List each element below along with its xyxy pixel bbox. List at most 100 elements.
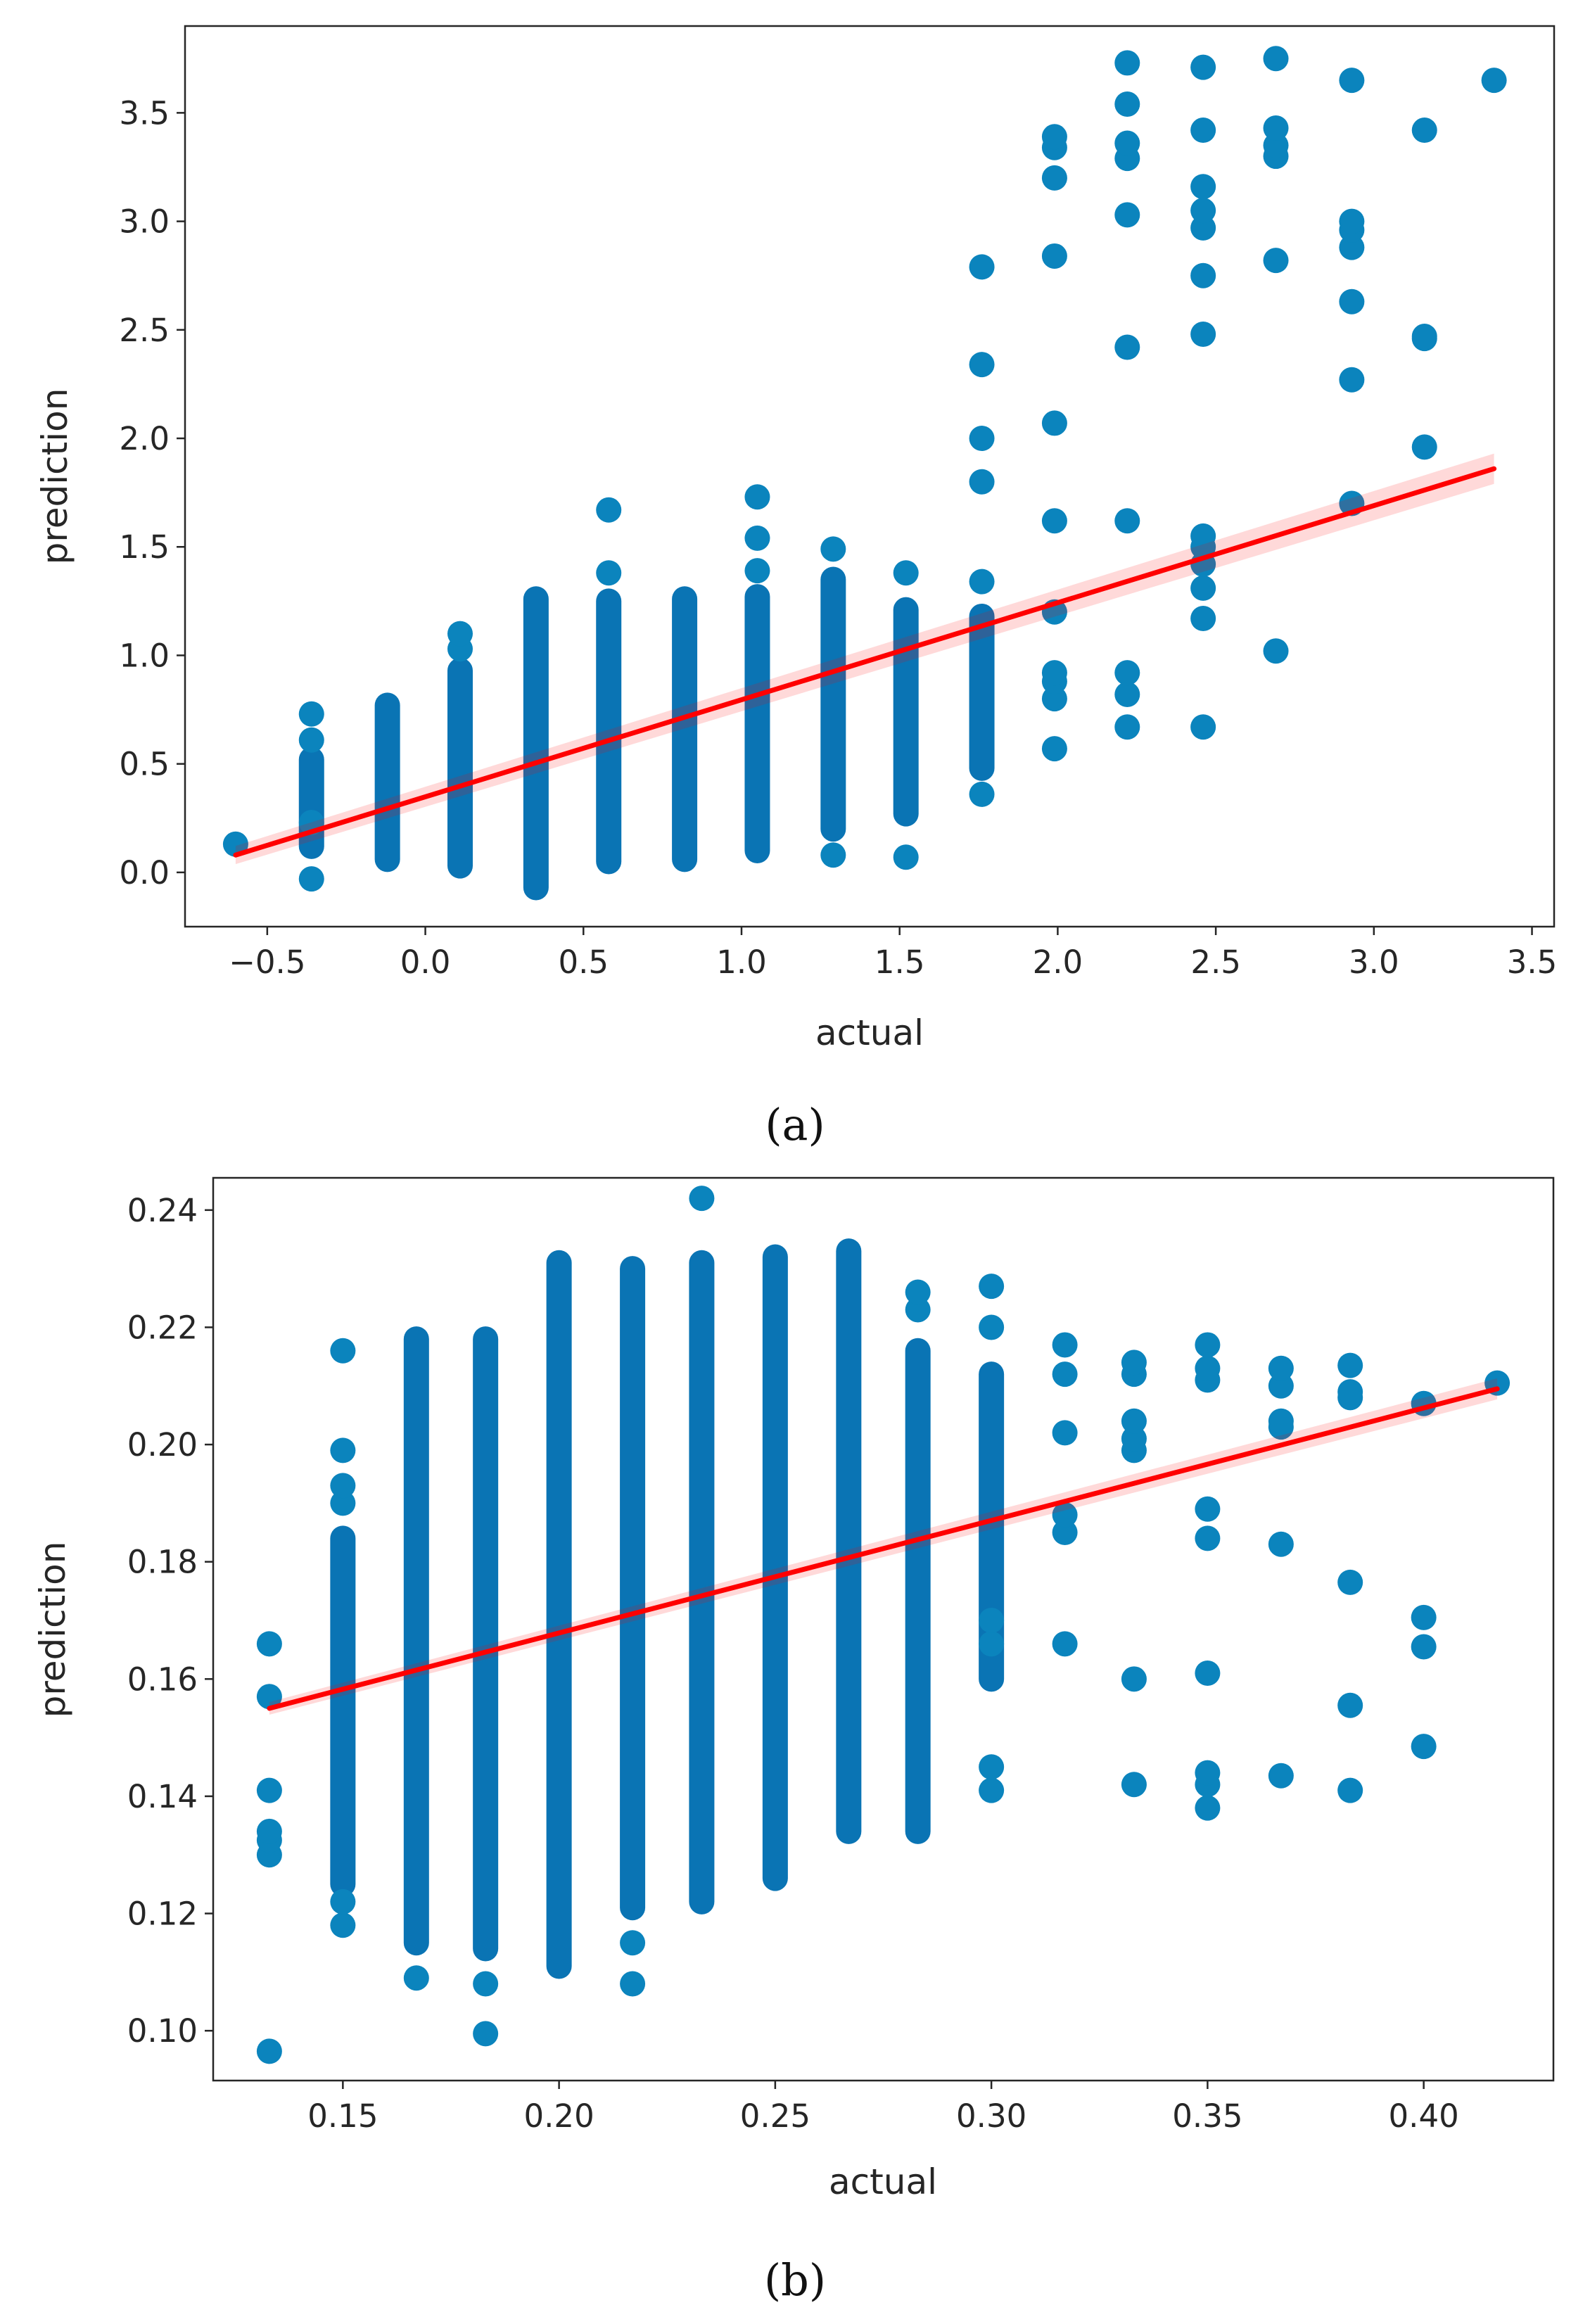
regression-line (233, 466, 1497, 858)
data-point (620, 1930, 646, 1956)
data-point (1337, 1352, 1363, 1378)
data-point (1411, 434, 1437, 460)
data-point (256, 1818, 282, 1844)
data-point (969, 254, 995, 280)
data-point-cluster (689, 1250, 715, 1915)
data-point (979, 1608, 1005, 1634)
data-point-cluster (620, 1256, 646, 1921)
y-tick-label: 0.20 (127, 1426, 198, 1463)
data-point (1190, 262, 1216, 288)
confidence-band (235, 453, 1494, 865)
data-point (1114, 202, 1140, 228)
data-point (1339, 68, 1365, 94)
data-point (1121, 1408, 1147, 1434)
data-point (979, 1274, 1005, 1300)
x-tick-label: 0.15 (307, 2097, 378, 2135)
data-point-cluster (403, 1326, 429, 1956)
data-point (1190, 575, 1216, 601)
data-point (1052, 1502, 1078, 1528)
data-point (1411, 324, 1437, 350)
data-point (1121, 1425, 1147, 1452)
data-point (1041, 410, 1067, 436)
data-point (893, 560, 919, 586)
data-point (447, 621, 473, 647)
data-point (1041, 736, 1067, 762)
data-point (330, 1437, 356, 1463)
data-point (473, 1971, 499, 1997)
x-tick-label: −0.5 (229, 944, 305, 981)
data-point (256, 1631, 282, 1657)
x-tick-label: 1.5 (874, 944, 925, 981)
data-point (1411, 1604, 1437, 1630)
y-tick-label: 0.22 (127, 1309, 198, 1346)
y-tick-label: 0.0 (119, 854, 170, 891)
x-tick-label: 0.35 (1172, 2097, 1242, 2135)
data-point-cluster (447, 658, 473, 879)
x-tick-label: 0.25 (740, 2097, 810, 2135)
data-point (1195, 1355, 1221, 1381)
data-point (979, 1314, 1005, 1340)
data-point (969, 352, 995, 378)
data-point (1114, 660, 1140, 686)
data-point (1268, 1408, 1294, 1434)
data-point (1041, 660, 1067, 686)
data-point-cluster (546, 1250, 572, 1979)
data-point (1263, 115, 1289, 141)
data-point (893, 844, 919, 870)
regression-line (267, 1386, 1500, 1711)
data-point (1041, 124, 1067, 150)
data-point (744, 558, 770, 584)
data-point (1114, 130, 1140, 156)
data-point (744, 484, 770, 510)
data-point (298, 727, 324, 753)
data-point (1263, 248, 1289, 274)
y-axis-label-a: prediction (34, 388, 75, 565)
data-point (1121, 1666, 1147, 1692)
data-point (1339, 208, 1365, 234)
data-point (1339, 288, 1365, 315)
data-point (1190, 54, 1216, 80)
data-point (1268, 1531, 1294, 1557)
data-point (330, 1473, 356, 1499)
data-point (744, 525, 770, 551)
data-point (1411, 1734, 1437, 1760)
x-axis-label-a: actual (815, 1012, 924, 1053)
data-point (1263, 132, 1289, 158)
y-tick-label: 2.0 (119, 420, 170, 457)
data-point (820, 536, 846, 562)
data-point-cluster (905, 1338, 931, 1844)
data-point (596, 560, 622, 586)
data-point (1190, 215, 1216, 241)
data-point (330, 1888, 356, 1915)
data-point (1195, 1795, 1221, 1821)
data-point (1052, 1420, 1078, 1446)
data-point-cluster (979, 1361, 1005, 1692)
x-axis-label-b: actual (829, 2161, 937, 2202)
panel-label-b: (b) (764, 2254, 826, 2306)
data-point (1337, 1777, 1363, 1803)
plot-frame-b (212, 1176, 1555, 2082)
data-point (969, 781, 995, 807)
y-tick-label: 0.12 (127, 1896, 198, 1933)
data-point (1190, 321, 1216, 347)
data-point (1481, 68, 1507, 94)
data-point (1052, 1520, 1078, 1546)
data-point (298, 701, 324, 727)
data-point (1263, 46, 1289, 72)
data-point-cluster (596, 588, 622, 875)
data-point (1041, 508, 1067, 534)
data-point (330, 1338, 356, 1364)
data-point (1195, 1496, 1221, 1522)
data-point (1337, 1379, 1363, 1405)
data-point (1114, 714, 1140, 740)
data-point-cluster (820, 566, 846, 842)
data-point (820, 842, 846, 868)
data-point (1411, 1634, 1437, 1660)
data-point (1263, 638, 1289, 664)
x-tick-label: 0.20 (524, 2097, 594, 2135)
data-point (1114, 681, 1140, 707)
x-tick-label: 3.0 (1349, 944, 1399, 981)
data-point (403, 1965, 429, 1991)
x-tick-label: 0.0 (400, 944, 451, 981)
